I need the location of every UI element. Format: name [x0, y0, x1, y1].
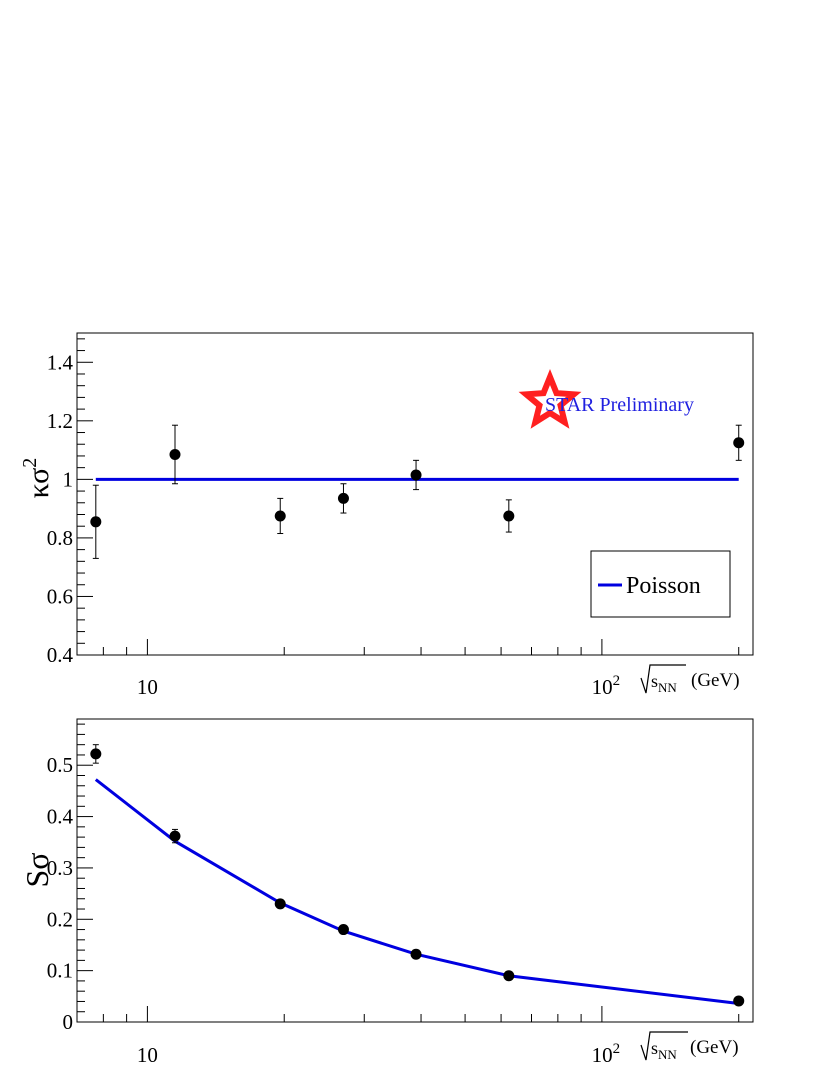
svg-text:sNN: sNN — [651, 671, 677, 695]
legend: Poisson — [590, 550, 731, 618]
bottom-y-tick-label: 0 — [63, 1010, 74, 1034]
star-logo-icon: STAR Preliminary — [518, 368, 694, 429]
top-x-unit: (GeV) — [691, 670, 740, 691]
top-data-point — [90, 516, 102, 528]
star-preliminary-label: STAR Preliminary — [545, 394, 694, 416]
top-y-tick-label: 1.4 — [47, 350, 74, 374]
bottom-series-line — [94, 778, 739, 1005]
bottom-data-point — [90, 748, 102, 760]
svg-text:sNN: sNN — [651, 1038, 677, 1062]
star-shape — [518, 368, 582, 429]
top-axis-ticks: 0.4 0.6 0.8 1 1.2 1.4 10 102 — [47, 338, 740, 699]
bottom-data-point — [337, 924, 349, 936]
top-y-tick-label: 1 — [63, 467, 74, 491]
bottom-y-tick-label: 0.4 — [47, 805, 74, 829]
top-x-tick-label: 10 — [137, 675, 158, 699]
bottom-data-points — [90, 744, 745, 1007]
bottom-y-tick-label: 0.1 — [47, 959, 73, 983]
top-y-tick-label: 0.6 — [47, 584, 73, 608]
top-data-point — [169, 448, 181, 460]
bottom-y-axis-title: Sσ — [19, 852, 55, 887]
top-y-tick-label: 0.8 — [47, 526, 73, 550]
legend-poisson-label: Poisson — [626, 573, 701, 599]
bottom-x-axis-title: sNN (GeV) — [640, 1031, 739, 1062]
bottom-x-unit: (GeV) — [690, 1037, 739, 1058]
bottom-y-tick-label: 0.2 — [47, 907, 73, 931]
bottom-x-tick-label: 10 — [137, 1043, 158, 1067]
bottom-data-point — [733, 995, 745, 1007]
top-y-axis-title: κσ2 — [19, 458, 55, 499]
bottom-data-point — [274, 898, 286, 910]
top-x-axis-title: sNN (GeV) — [640, 664, 740, 695]
bottom-data-point — [169, 830, 181, 842]
top-y-tick-label: 0.4 — [47, 643, 74, 667]
top-data-point — [337, 492, 349, 504]
bottom-sqrt-sign — [640, 1031, 688, 1061]
top-y-tick-label: 1.2 — [47, 409, 73, 433]
bottom-data-point — [503, 970, 515, 982]
top-data-point — [733, 437, 745, 449]
bottom-plot-frame — [76, 718, 754, 1023]
kappa-sigma2-panel: 0.4 0.6 0.8 1 1.2 1.4 10 102 STAR Preliminary P… — [19, 332, 754, 699]
top-sqrt-sign — [640, 664, 686, 694]
top-x-tick-label: 102 — [592, 673, 621, 699]
bottom-y-tick-label: 0.5 — [47, 753, 73, 777]
bottom-data-point — [410, 948, 422, 960]
top-data-points — [90, 424, 745, 559]
s-sigma-panel: 0 0.1 0.2 0.3 0.4 0.5 10 102 Sσ sNN (GeV) — [19, 718, 754, 1067]
top-data-point — [274, 510, 286, 522]
top-data-point — [410, 469, 422, 481]
bottom-axis-ticks: 0 0.1 0.2 0.3 0.4 0.5 10 102 — [47, 723, 740, 1067]
bottom-x-tick-label: 102 — [592, 1041, 621, 1067]
top-data-point — [503, 510, 515, 522]
top-plot-frame — [76, 332, 754, 656]
bottom-series-lines — [94, 778, 739, 1005]
bottom-y-tick-label: 0.3 — [47, 856, 73, 880]
